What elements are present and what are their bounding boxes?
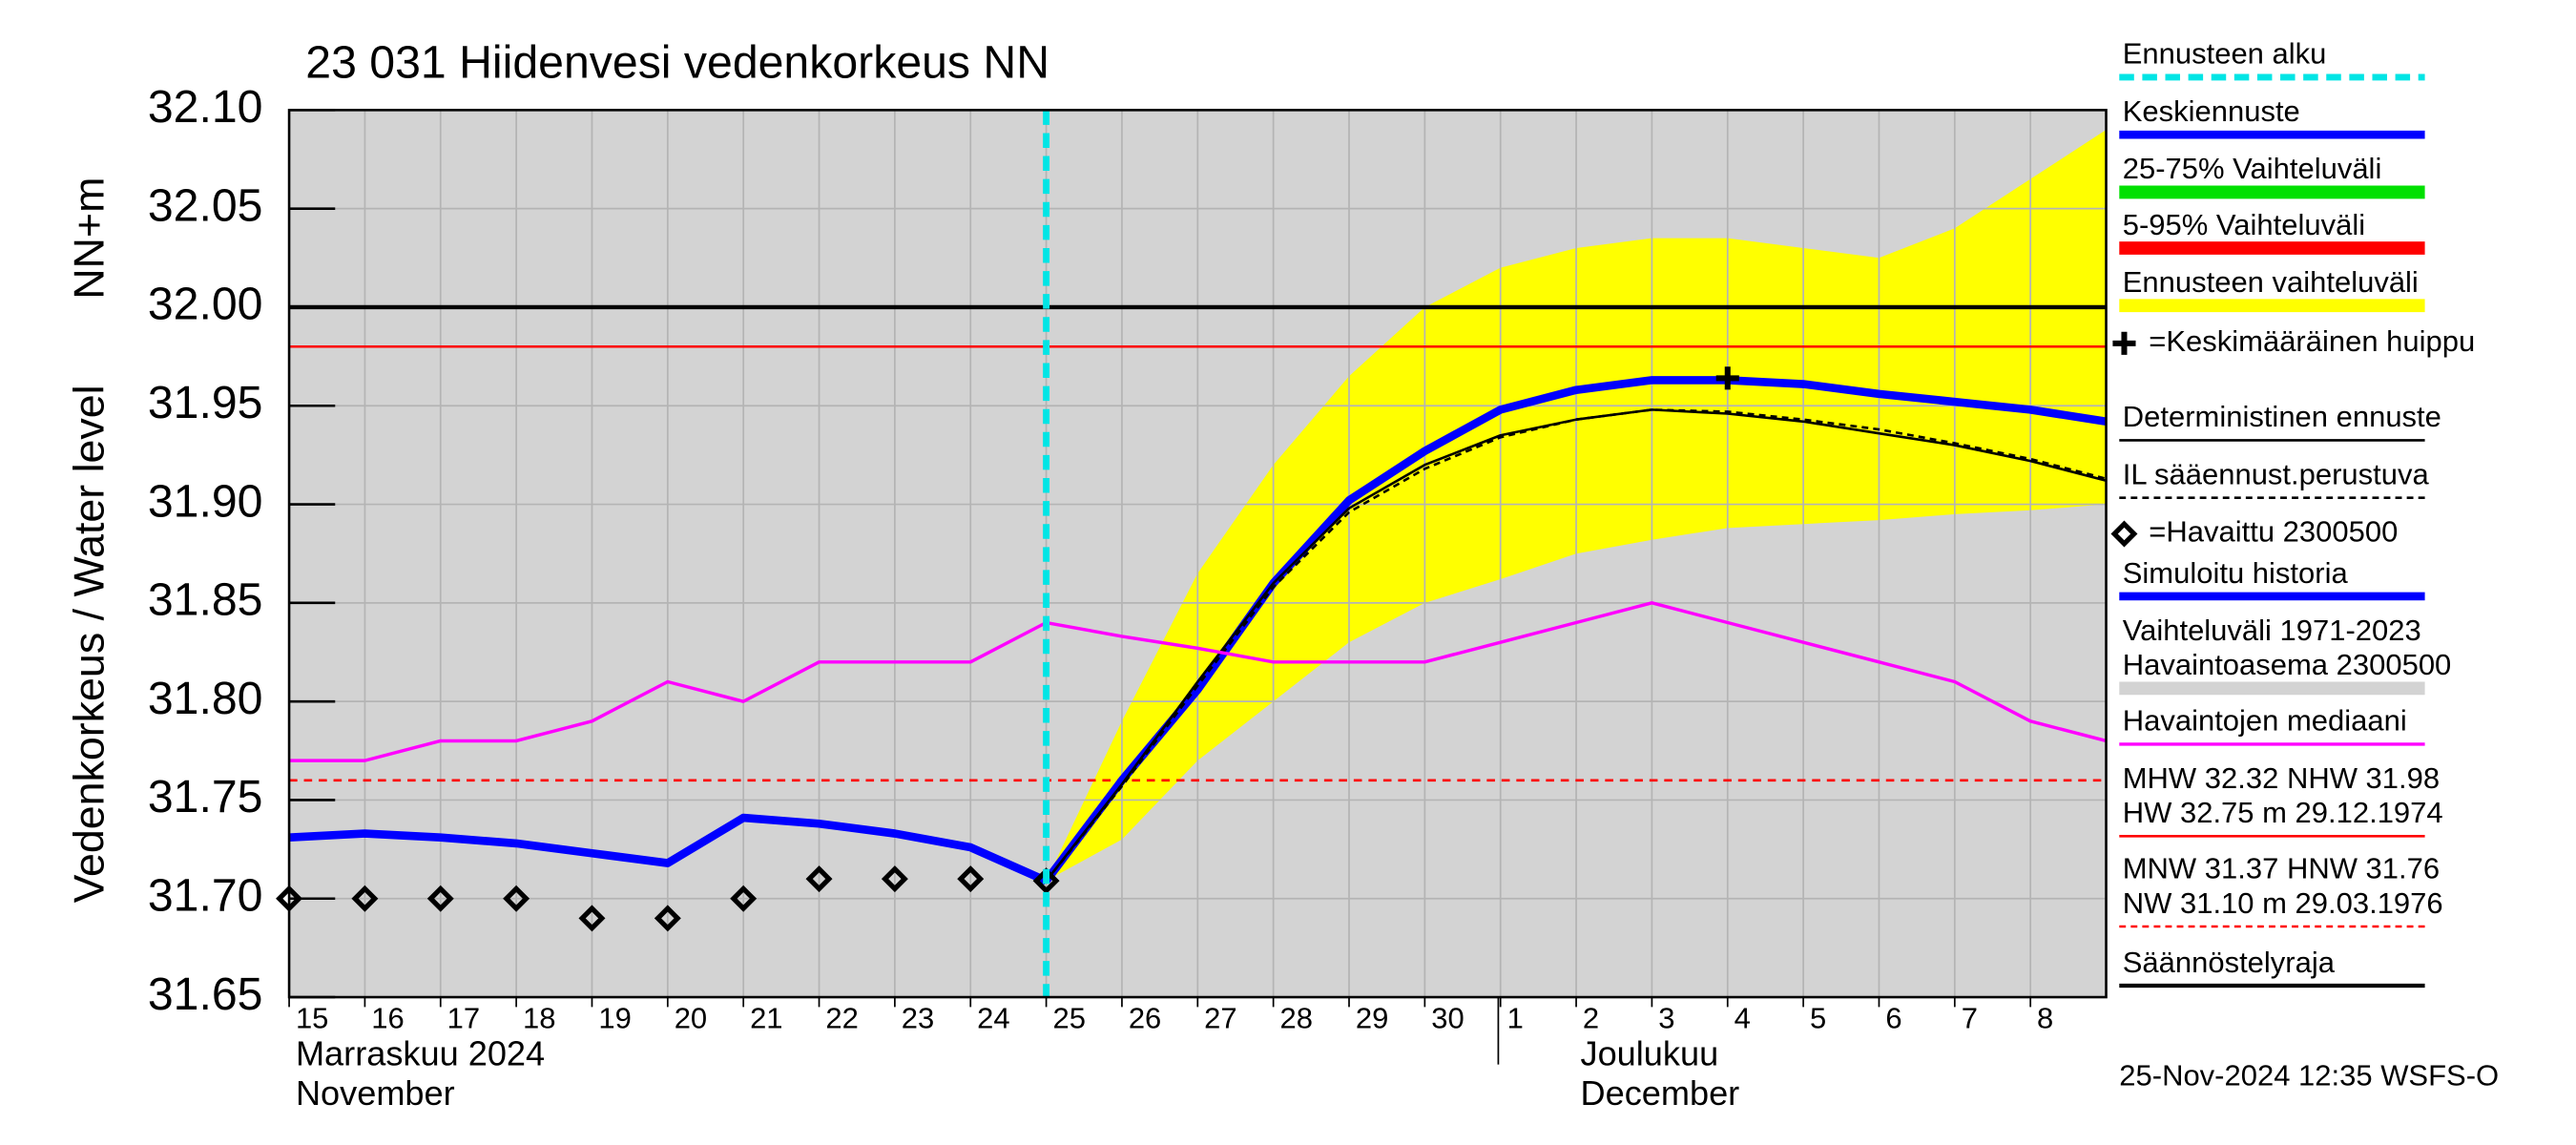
hline-layer (289, 304, 2107, 782)
legend-label: Vaihteluväli 1971-2023 (2123, 614, 2421, 647)
observation-marker (654, 905, 681, 932)
y-tick-label: 31.95 (148, 377, 263, 428)
x-tick-label: 26 (1129, 1001, 1161, 1034)
observation-marker (1032, 867, 1060, 895)
y-tick-label: 31.70 (148, 869, 263, 921)
observation-marker (805, 865, 833, 893)
y-axis-unit: NN+m (65, 177, 113, 300)
x-tick-label: 22 (825, 1001, 858, 1034)
legend-label: MNW 31.37 HNW 31.76 (2123, 852, 2440, 885)
x-tick-label: 27 (1204, 1001, 1236, 1034)
y-tick-label: 32.10 (148, 81, 263, 133)
legend-icon (2110, 520, 2138, 548)
y-tick-label: 31.65 (148, 968, 263, 1020)
peak-marker (1715, 366, 1739, 390)
x-tick-label: 19 (598, 1001, 631, 1034)
x-tick-label: 15 (296, 1001, 328, 1034)
x-tick-label: 3 (1658, 1001, 1674, 1034)
x-tick-label: 7 (1962, 1001, 1978, 1034)
x-tick-label: 4 (1735, 1001, 1751, 1034)
observation-marker (503, 885, 530, 912)
legend-label: Ennusteen vaihteluväli (2123, 265, 2419, 299)
legend-label: Simuloitu historia (2123, 556, 2349, 590)
legend-label: HW 32.75 m 29.12.1974 (2123, 796, 2443, 829)
plot-frame (287, 109, 2108, 999)
x-tick-label: 8 (2037, 1001, 2053, 1034)
x-tick-label: 23 (902, 1001, 934, 1034)
legend-label: Ennusteen alku (2123, 37, 2327, 71)
y-tick-label: 31.85 (148, 574, 263, 626)
x-tick-label: 21 (750, 1001, 782, 1034)
y-tick-label: 31.80 (148, 673, 263, 724)
observation-marker (351, 885, 379, 912)
x-tick-label: 20 (675, 1001, 707, 1034)
legend-label: Havaintoasema 2300500 (2123, 648, 2452, 681)
observation-marker (578, 905, 606, 932)
month-label: December (1581, 1073, 1740, 1113)
x-tick-label: 25 (1052, 1001, 1085, 1034)
observation-marker (881, 865, 908, 893)
x-tick-label: 5 (1810, 1001, 1826, 1034)
y-axis-label: Vedenkorkeus / Water level (65, 385, 113, 903)
month-label: Marraskuu 2024 (296, 1034, 545, 1073)
y-tick-label: 31.75 (148, 771, 263, 822)
x-tick-label: 18 (523, 1001, 555, 1034)
legend-label: Deterministinen ennuste (2123, 400, 2441, 433)
point-layer (276, 366, 1739, 932)
legend-label: 5-95% Vaihteluväli (2123, 208, 2365, 241)
legend-label: Havaintojen mediaani (2123, 704, 2407, 738)
x-tick-label: 16 (371, 1001, 404, 1034)
legend-label: Keskiennuste (2123, 94, 2300, 128)
x-tick-label: 30 (1431, 1001, 1464, 1034)
observation-marker (426, 885, 454, 912)
legend-label: =Havaittu 2300500 (2149, 515, 2398, 549)
y-tick-label: 32.00 (148, 279, 263, 330)
y-tick-label: 32.05 (148, 179, 263, 231)
chart-title: 23 031 Hiidenvesi vedenkorkeus NN (305, 37, 1049, 89)
month-label: November (296, 1073, 455, 1113)
x-tick-label: 17 (447, 1001, 480, 1034)
x-tick-label: 29 (1356, 1001, 1388, 1034)
legend-label: NW 31.10 m 29.03.1976 (2123, 886, 2443, 920)
x-tick-label: 28 (1280, 1001, 1313, 1034)
series-line (288, 813, 1049, 885)
line-layer (288, 376, 2108, 885)
month-label: Joulukuu (1581, 1034, 1719, 1073)
x-tick-label: 2 (1583, 1001, 1599, 1034)
legend-label: MHW 32.32 NHW 31.98 (2123, 761, 2440, 795)
legend-label: =Keskimääräinen huippu (2149, 324, 2475, 358)
y-tick-label: 31.90 (148, 475, 263, 527)
legend-label: Säännöstelyraja (2123, 946, 2336, 979)
series-line (289, 601, 2107, 762)
timestamp: 25-Nov-2024 12:35 WSFS-O (2119, 1059, 2499, 1093)
observation-marker (957, 865, 985, 893)
legend-label: IL sääennust.perustuva (2123, 457, 2430, 490)
x-tick-label: 24 (977, 1001, 1009, 1034)
x-tick-label: 1 (1507, 1001, 1524, 1034)
legend-icon (2112, 331, 2136, 355)
observation-marker (730, 885, 758, 912)
legend-label: 25-75% Vaihteluväli (2123, 152, 2382, 185)
x-tick-label: 6 (1885, 1001, 1901, 1034)
